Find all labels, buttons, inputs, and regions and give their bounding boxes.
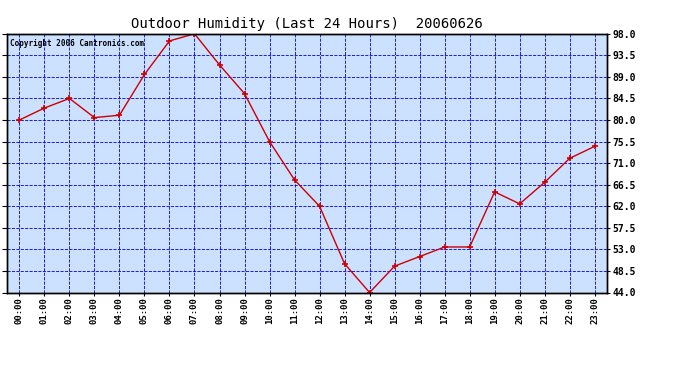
- Title: Outdoor Humidity (Last 24 Hours)  20060626: Outdoor Humidity (Last 24 Hours) 2006062…: [131, 17, 483, 31]
- Text: Copyright 2006 Cantronics.com: Copyright 2006 Cantronics.com: [10, 39, 144, 48]
